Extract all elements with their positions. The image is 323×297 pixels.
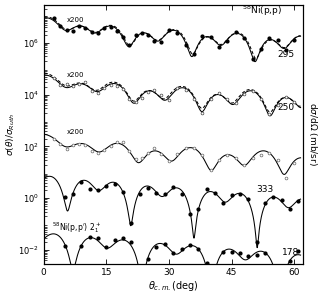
Text: 295: 295 xyxy=(277,50,294,59)
Text: x200: x200 xyxy=(67,129,84,135)
Y-axis label: d$\sigma$/d$\Omega$ (mb/sr): d$\sigma$/d$\Omega$ (mb/sr) xyxy=(307,102,319,166)
Text: 333: 333 xyxy=(257,185,274,194)
Text: $^{58}$Ni(p,p$^{\prime}$) 2$^+_1$: $^{58}$Ni(p,p$^{\prime}$) 2$^+_1$ xyxy=(52,220,101,235)
Text: 178: 178 xyxy=(282,248,299,257)
X-axis label: $\theta_{c.m.}$(deg): $\theta_{c.m.}$(deg) xyxy=(148,279,199,293)
Y-axis label: $\sigma(\theta)/\sigma_{Ruth}$: $\sigma(\theta)/\sigma_{Ruth}$ xyxy=(4,113,17,156)
Text: 250: 250 xyxy=(277,103,294,112)
Text: $^{58}$Ni(p,p): $^{58}$Ni(p,p) xyxy=(242,4,282,18)
Text: x200: x200 xyxy=(67,72,84,78)
Text: x200: x200 xyxy=(67,17,84,23)
